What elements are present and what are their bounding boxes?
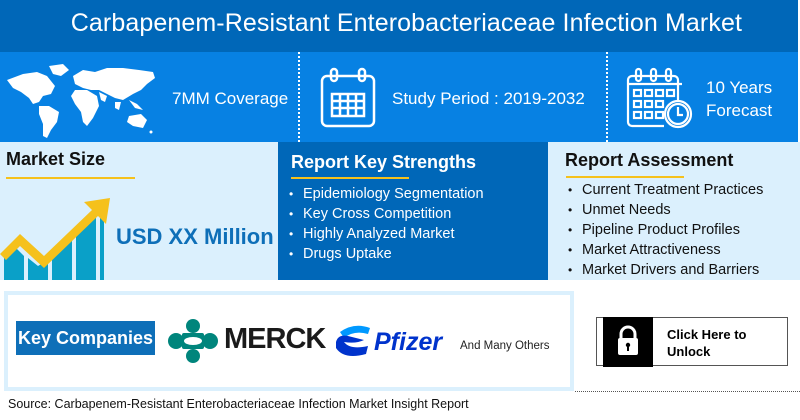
title-underline (6, 177, 135, 179)
list-item: Market Drivers and Barriers (568, 260, 763, 280)
market-size-panel: Market Size USD XX Million (0, 142, 278, 280)
forecast-line2: Forecast (706, 101, 773, 120)
calendar-icon (320, 67, 376, 128)
pfizer-logo-icon (336, 325, 370, 356)
coverage-label: 7MM Coverage (172, 89, 289, 108)
study-period-label: Study Period : 2019-2032 (392, 89, 585, 108)
list-item: Market Attractiveness (568, 240, 763, 260)
unlock-text[interactable]: Click Here to Unlock (667, 326, 746, 360)
unlock-button[interactable]: Click Here to Unlock (596, 317, 788, 367)
title-underline (291, 177, 409, 179)
forecast-label: 10 Years Forecast (706, 76, 772, 122)
pfizer-logo: Pfizer (374, 328, 443, 356)
key-strengths-title: Report Key Strengths (291, 152, 477, 172)
list-item: Current Treatment Practices (568, 180, 763, 200)
report-assessment-panel: Report Assessment Current Treatment Prac… (544, 142, 800, 280)
info-band: 7MM Coverage Study Period : 2019-2032 1 (0, 52, 798, 142)
forecast-line1: 10 Years (706, 78, 773, 97)
list-item: Epidemiology Segmentation (289, 184, 484, 204)
and-many-others: And Many Others (460, 340, 550, 352)
unlock-line1[interactable]: Click Here to (667, 327, 747, 342)
list-item: Key Cross Competition (289, 204, 484, 224)
calendar-clock-icon (626, 67, 693, 129)
unlock-line2[interactable]: Unlock (667, 344, 711, 359)
list-item: Highly Analyzed Market (289, 224, 484, 244)
key-companies-panel: Key Companies MERCK Pfizer And Many Othe… (4, 291, 574, 391)
lock-icon (618, 325, 638, 355)
divider (298, 52, 300, 142)
merck-logo: MERCK (224, 323, 326, 355)
header-banner: Carbapenem-Resistant Enterobacteriaceae … (0, 0, 798, 52)
title-underline (566, 176, 684, 178)
source-note: Source: Carbapenem-Resistant Enterobacte… (8, 397, 469, 411)
key-strengths-panel: Report Key Strengths Epidemiology Segmen… (278, 142, 544, 280)
divider (606, 52, 608, 142)
lock-box (603, 317, 653, 367)
list-item: Unmet Needs (568, 200, 763, 220)
assessment-list: Current Treatment Practices Unmet Needs … (568, 180, 763, 280)
world-map-icon (7, 64, 155, 138)
key-strengths-list: Epidemiology Segmentation Key Cross Comp… (289, 184, 484, 264)
market-size-value: USD XX Million (116, 224, 274, 249)
report-assessment-title: Report Assessment (565, 150, 734, 170)
key-companies-label: Key Companies (16, 321, 155, 355)
merck-logo-icon (168, 319, 218, 363)
growth-chart-icon (0, 198, 110, 280)
market-size-title: Market Size (6, 149, 106, 169)
list-item: Pipeline Product Profiles (568, 220, 763, 240)
divider (575, 391, 800, 392)
list-item: Drugs Uptake (289, 244, 484, 264)
page-title: Carbapenem-Resistant Enterobacteriaceae … (70, 9, 742, 37)
